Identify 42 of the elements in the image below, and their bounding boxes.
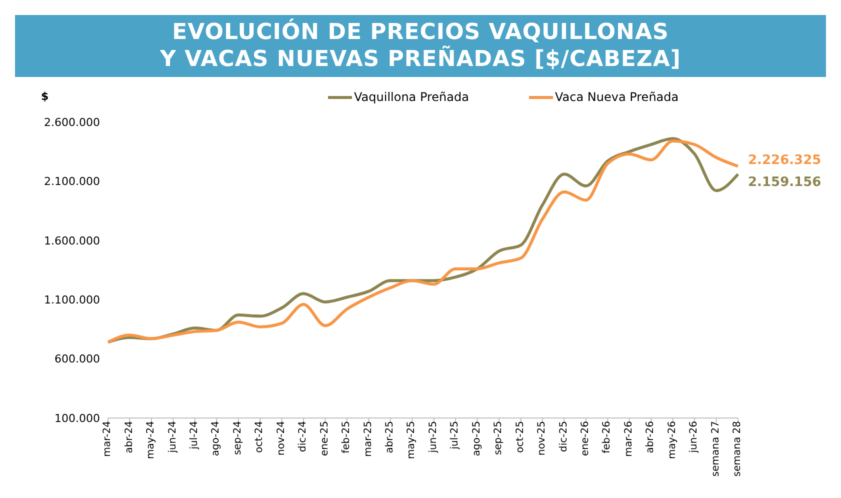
x-tick-label: jun-24 <box>167 421 178 454</box>
y-tick-label: 100.000 <box>54 412 100 425</box>
x-tick-label: jun-25 <box>428 421 439 454</box>
x-tick-label: may-26 <box>666 421 678 459</box>
x-tick-label: nov-25 <box>536 421 548 456</box>
y-tick-label: 1.600.000 <box>44 234 100 248</box>
x-tick-label: ago-24 <box>210 421 222 456</box>
x-tick-label: mar-25 <box>362 421 374 457</box>
x-tick-label: jul-24 <box>188 421 200 450</box>
x-tick-label: mar-26 <box>623 421 634 457</box>
x-tick-label: ene-26 <box>580 421 592 456</box>
data-label: 2.159.156 <box>748 175 822 190</box>
x-tick-label: semana 27 <box>710 421 722 477</box>
legend-label: Vaca Nueva Preñada <box>554 90 679 104</box>
x-tick-label: dic-25 <box>558 421 570 452</box>
x-tick-label: jun-26 <box>688 421 700 454</box>
x-tick-label: semana 28 <box>732 421 744 477</box>
y-axis-title: $ <box>41 90 49 103</box>
x-tick-label: jul-25 <box>450 421 461 450</box>
y-tick-label: 1.100.000 <box>44 294 100 307</box>
y-tick-label: 2.600.000 <box>44 116 100 129</box>
x-tick-label: abr-26 <box>645 421 656 454</box>
x-tick-label: may-24 <box>146 421 157 459</box>
x-tick-label: abr-24 <box>124 421 135 454</box>
x-tick-label: sep-25 <box>493 421 504 456</box>
y-tick-label: 600.000 <box>54 352 100 366</box>
x-tick-label: sep-24 <box>232 421 244 456</box>
x-tick-label: feb-26 <box>602 421 613 454</box>
y-tick-label: 2.100.000 <box>44 175 100 188</box>
x-tick-label: ago-25 <box>471 421 482 456</box>
chart-title: EVOLUCIÓN DE PRECIOS VAQUILLONAS Y VACAS NUEVAS PREÑADAS [$/CABEZA] <box>15 15 826 77</box>
x-tick-label: oct-25 <box>514 421 526 453</box>
x-tick-label: oct-24 <box>254 421 266 453</box>
data-label: 2.226.325 <box>748 153 822 168</box>
x-tick-label: abr-25 <box>384 421 396 454</box>
x-tick-label: feb-25 <box>341 421 352 454</box>
x-tick-label: may-25 <box>406 421 418 459</box>
legend-label: Vaquillona Preñada <box>354 90 469 104</box>
x-tick-label: nov-24 <box>276 421 287 456</box>
x-tick-label: mar-24 <box>102 421 114 457</box>
x-tick-label: ene-25 <box>319 421 330 456</box>
x-tick-label: dic-24 <box>298 421 309 452</box>
